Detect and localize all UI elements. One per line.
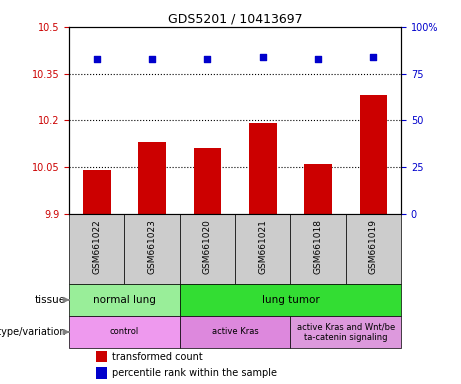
- Text: genotype/variation: genotype/variation: [0, 327, 66, 337]
- Bar: [194, 148, 221, 214]
- Point: [370, 54, 377, 60]
- Bar: [138, 142, 166, 214]
- Bar: [304, 164, 332, 214]
- Bar: [83, 170, 111, 214]
- Bar: [235, 214, 290, 284]
- Text: GSM661019: GSM661019: [369, 219, 378, 274]
- Text: percentile rank within the sample: percentile rank within the sample: [112, 368, 278, 378]
- Point: [204, 56, 211, 62]
- Point: [148, 56, 156, 62]
- Bar: [346, 214, 401, 284]
- Text: control: control: [110, 328, 139, 336]
- Text: tissue: tissue: [35, 295, 66, 305]
- Title: GDS5201 / 10413697: GDS5201 / 10413697: [168, 13, 302, 26]
- Bar: [180, 284, 401, 316]
- Text: active Kras: active Kras: [212, 328, 259, 336]
- Bar: [69, 284, 180, 316]
- Text: normal lung: normal lung: [93, 295, 156, 305]
- Bar: [124, 214, 180, 284]
- Text: GSM661018: GSM661018: [313, 219, 323, 274]
- Bar: [249, 123, 277, 214]
- Bar: [96, 367, 107, 379]
- Text: GSM661020: GSM661020: [203, 219, 212, 274]
- Point: [314, 56, 322, 62]
- Bar: [69, 214, 124, 284]
- Bar: [69, 316, 180, 348]
- Bar: [180, 214, 235, 284]
- Bar: [290, 316, 401, 348]
- Text: transformed count: transformed count: [112, 352, 203, 362]
- Text: active Kras and Wnt/be
ta-catenin signaling: active Kras and Wnt/be ta-catenin signal…: [296, 322, 395, 342]
- Bar: [360, 95, 387, 214]
- Bar: [180, 316, 290, 348]
- Text: GSM661022: GSM661022: [92, 219, 101, 274]
- Point: [93, 56, 100, 62]
- Text: GSM661023: GSM661023: [148, 219, 157, 274]
- Text: lung tumor: lung tumor: [261, 295, 319, 305]
- Bar: [290, 214, 346, 284]
- Bar: [96, 351, 107, 362]
- Point: [259, 54, 266, 60]
- Text: GSM661021: GSM661021: [258, 219, 267, 274]
